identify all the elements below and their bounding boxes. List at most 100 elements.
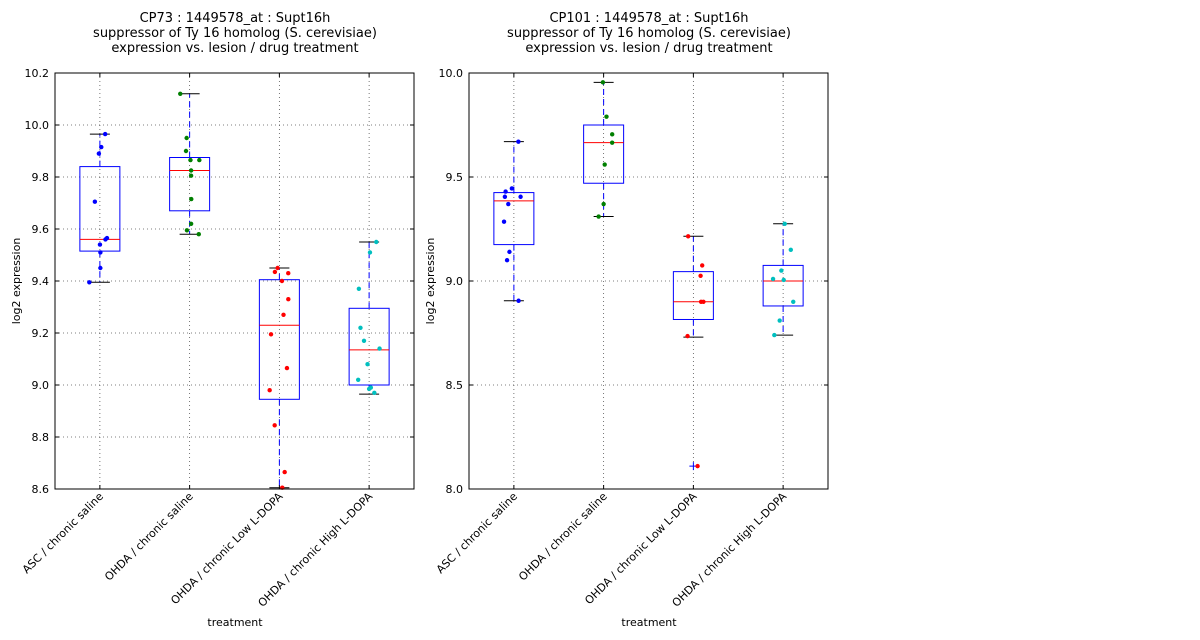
data-point	[609, 132, 615, 137]
data-point	[368, 385, 374, 390]
x-tick-label: OHDA / chronic saline	[516, 490, 610, 584]
data-point	[788, 247, 794, 252]
data-point	[356, 286, 362, 291]
y-tick-label: 9.8	[32, 171, 50, 184]
data-point	[358, 325, 363, 330]
data-point	[286, 271, 291, 276]
chart-title-line-3: expression vs. lesion / drug treatment	[111, 41, 358, 56]
data-point	[609, 140, 615, 145]
box-iqr	[258, 279, 300, 400]
data-point	[777, 318, 782, 323]
chart-cp101: CP101 : 1449578_at : Supt16h suppressor …	[424, 11, 829, 629]
data-point	[268, 332, 274, 337]
data-point	[188, 221, 194, 226]
plot-frame	[468, 72, 829, 490]
data-point	[602, 162, 607, 167]
data-point	[503, 189, 508, 194]
y-tick-label: 9.0	[446, 275, 464, 288]
y-tick-label: 9.6	[32, 223, 50, 236]
data-point	[279, 278, 285, 284]
y-axis-label: log2 expression	[10, 238, 23, 325]
data-point	[184, 228, 190, 233]
data-point	[507, 249, 512, 255]
chart-title-line-3: expression vs. lesion / drug treatment	[525, 41, 772, 56]
chart-title-line-1: CP73 : 1449578_at : Supt16h	[140, 11, 331, 26]
y-axis-label: log2 expression	[424, 238, 437, 325]
chart-title-line-2: suppressor of Ty 16 homolog (S. cerevisi…	[93, 26, 377, 41]
data-point	[700, 263, 705, 268]
data-point	[516, 139, 521, 144]
data-point	[601, 201, 606, 207]
data-point	[502, 194, 508, 199]
data-point	[504, 258, 510, 263]
data-point	[188, 157, 193, 163]
x-tick-label: OHDA / chronic saline	[102, 490, 196, 584]
y-tick-label: 9.2	[32, 327, 50, 340]
y-tick-label: 9.0	[32, 379, 50, 392]
data-point	[372, 390, 377, 395]
data-point	[779, 268, 784, 273]
data-point	[367, 250, 373, 255]
data-point	[96, 151, 102, 156]
data-point	[178, 91, 183, 97]
data-point	[103, 237, 108, 242]
data-point	[685, 333, 690, 339]
data-point	[286, 297, 291, 302]
data-point	[184, 135, 189, 141]
data-point	[781, 277, 786, 283]
data-point	[596, 214, 601, 219]
data-point	[604, 114, 609, 119]
data-point	[98, 250, 103, 255]
data-point	[516, 298, 521, 303]
y-tick-label: 8.8	[32, 431, 50, 444]
box-iqr	[672, 271, 714, 320]
data-point	[685, 234, 691, 239]
data-point	[506, 201, 511, 207]
x-axis-label: treatment	[207, 616, 263, 629]
data-point	[282, 469, 287, 475]
x-tick-label: ASC / chronic saline	[20, 490, 106, 576]
chart-title-line-2: suppressor of Ty 16 homolog (S. cerevisi…	[507, 26, 791, 41]
data-point	[102, 131, 108, 137]
data-point	[361, 338, 367, 343]
data-point	[275, 265, 280, 271]
data-point	[92, 199, 98, 204]
data-point	[197, 157, 202, 163]
data-point	[791, 299, 796, 304]
data-point	[509, 186, 515, 191]
x-tick-label: ASC / chronic saline	[434, 490, 520, 576]
data-point	[97, 242, 103, 247]
data-point	[518, 194, 523, 199]
data-point	[189, 196, 194, 202]
data-point	[281, 312, 286, 317]
x-axis-label: treatment	[621, 616, 677, 629]
box-iqr	[493, 192, 535, 246]
data-point	[196, 232, 201, 237]
data-point	[600, 80, 606, 85]
y-tick-label: 8.6	[32, 483, 50, 496]
data-point	[99, 144, 104, 150]
box-iqr	[79, 166, 121, 252]
data-point	[188, 173, 194, 178]
data-point	[267, 388, 272, 393]
data-point	[772, 332, 777, 338]
data-point	[188, 168, 194, 173]
box-iqr	[762, 264, 804, 307]
data-point	[374, 239, 379, 245]
y-tick-label: 10.2	[25, 67, 50, 80]
y-tick-label: 9.4	[32, 275, 50, 288]
data-point	[272, 269, 278, 275]
chart-cp73: CP73 : 1449578_at : Supt16h suppressor o…	[10, 11, 415, 629]
data-point	[365, 362, 370, 367]
y-tick-label: 8.5	[446, 379, 464, 392]
data-point	[782, 221, 787, 226]
y-tick-label: 9.5	[446, 171, 464, 184]
box-iqr	[169, 157, 211, 212]
data-point	[501, 219, 507, 224]
plot-frame	[54, 72, 415, 490]
data-point	[87, 280, 92, 285]
y-tick-label: 8.0	[446, 483, 464, 496]
y-tick-label: 10.0	[25, 119, 50, 132]
data-point	[770, 276, 776, 282]
